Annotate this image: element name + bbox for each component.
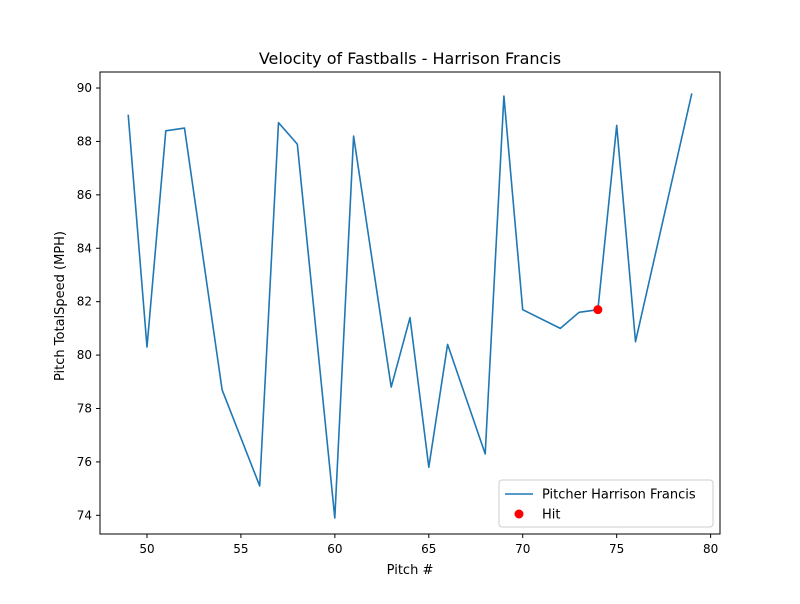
y-tick-label: 78 <box>77 401 92 415</box>
legend: Pitcher Harrison Francis Hit <box>499 480 713 527</box>
x-tick-label: 55 <box>233 542 248 556</box>
y-tick-label: 80 <box>77 348 92 362</box>
x-tick-label: 50 <box>139 542 154 556</box>
x-tick-label: 60 <box>327 542 342 556</box>
x-axis-label: Pitch # <box>387 563 434 578</box>
x-tick-label: 65 <box>421 542 436 556</box>
y-tick-label: 90 <box>77 81 92 95</box>
y-tick-label: 84 <box>77 241 92 255</box>
legend-marker-swatch <box>515 510 524 519</box>
x-tick-label: 80 <box>703 542 718 556</box>
chart-title: Velocity of Fastballs - Harrison Francis <box>259 49 561 68</box>
y-axis-label: Pitch TotalSpeed (MPH) <box>53 231 68 381</box>
y-tick-label: 88 <box>77 134 92 148</box>
legend-label: Pitcher Harrison Francis <box>542 488 696 503</box>
x-tick-label: 70 <box>515 542 530 556</box>
y-tick-label: 74 <box>77 508 92 522</box>
y-tick-label: 82 <box>77 295 92 309</box>
x-tick-label: 75 <box>609 542 624 556</box>
y-tick-label: 86 <box>77 188 92 202</box>
legend-label: Hit <box>542 508 560 523</box>
y-tick-label: 76 <box>77 455 92 469</box>
hit-marker <box>593 305 602 314</box>
